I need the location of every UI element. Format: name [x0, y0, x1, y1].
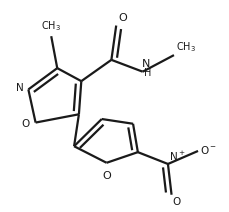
- Text: O: O: [118, 13, 127, 23]
- Text: H: H: [143, 68, 151, 78]
- Text: O$^-$: O$^-$: [199, 144, 216, 156]
- Text: N: N: [16, 83, 23, 93]
- Text: N$^+$: N$^+$: [168, 150, 185, 163]
- Text: O: O: [172, 197, 180, 207]
- Text: O: O: [21, 119, 30, 129]
- Text: CH$_3$: CH$_3$: [176, 40, 196, 54]
- Text: O: O: [102, 171, 110, 181]
- Text: N: N: [141, 59, 149, 69]
- Text: CH$_3$: CH$_3$: [41, 19, 61, 33]
